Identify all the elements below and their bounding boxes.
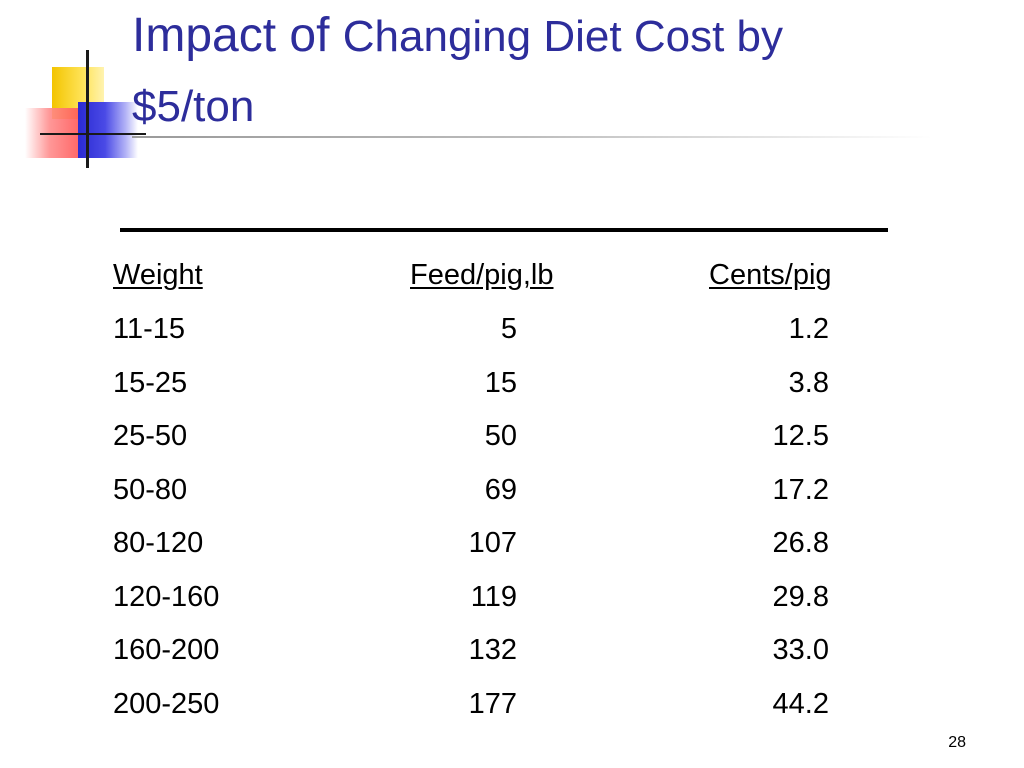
cell-weight: 80-120	[113, 527, 204, 559]
cell-weight: 160-200	[113, 634, 220, 666]
cell-feed-per-pig: 69	[484, 474, 517, 506]
cell-weight: 50-80	[113, 474, 188, 506]
cell-cents-per-pig: 12.5	[772, 420, 829, 452]
cell-weight: 200-250	[113, 688, 220, 720]
cell-weight: 25-50	[113, 420, 188, 452]
header-weight: Weight	[113, 259, 203, 291]
page-number: 28	[948, 734, 966, 751]
cell-feed-per-pig: 177	[468, 688, 517, 720]
cell-weight: 120-160	[113, 581, 220, 613]
cell-cents-per-pig: 29.8	[772, 581, 829, 613]
header-feed-per-pig: Feed/pig,lb	[410, 259, 554, 291]
cell-cents-per-pig: 1.2	[788, 313, 829, 345]
cell-cents-per-pig: 44.2	[772, 688, 829, 720]
title-underline-rule	[132, 136, 932, 138]
cell-cents-per-pig: 33.0	[772, 634, 829, 666]
cell-feed-per-pig: 107	[468, 527, 517, 559]
vertical-line-decoration	[86, 50, 89, 168]
cell-cents-per-pig: 3.8	[788, 367, 829, 399]
cell-weight: 15-25	[113, 367, 188, 399]
slide-title-part1: Impact of	[132, 9, 343, 62]
cell-feed-per-pig: 119	[470, 581, 517, 613]
cell-weight: 11-15	[113, 313, 186, 345]
slide-title-part2: Changing Diet Cost by $5/ton	[132, 12, 783, 131]
cell-cents-per-pig: 17.2	[772, 474, 829, 506]
horizontal-line-decoration	[40, 133, 146, 135]
table-top-rule	[120, 228, 888, 232]
cell-feed-per-pig: 50	[484, 420, 517, 452]
slide-title: Impact of Changing Diet Cost by $5/ton	[132, 6, 912, 147]
cell-feed-per-pig: 15	[484, 367, 517, 399]
cell-feed-per-pig: 132	[468, 634, 517, 666]
header-cents-per-pig: Cents/pig	[709, 259, 832, 291]
cell-feed-per-pig: 5	[500, 313, 517, 345]
cell-cents-per-pig: 26.8	[772, 527, 829, 559]
